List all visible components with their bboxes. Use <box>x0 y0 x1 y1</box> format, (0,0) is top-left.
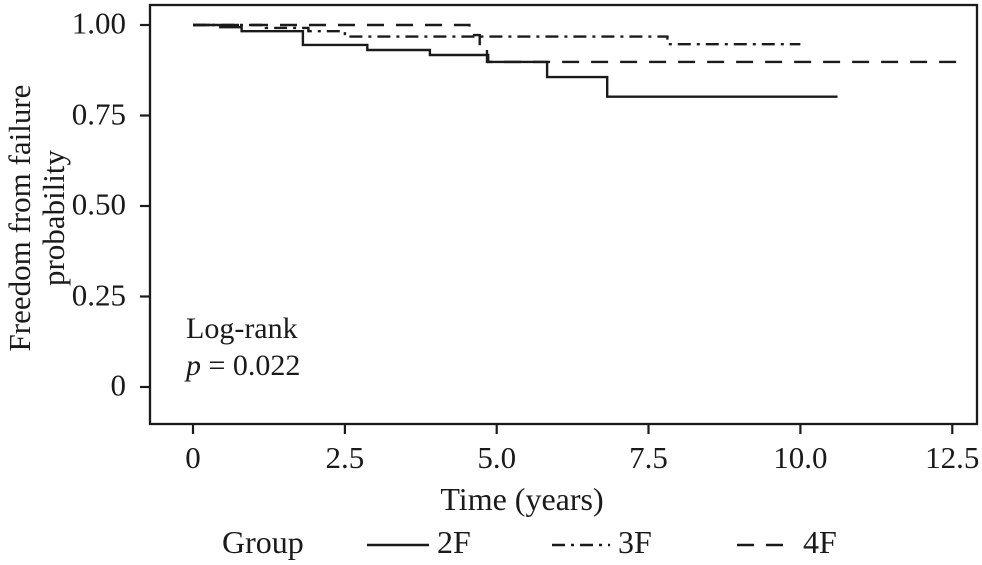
p-symbol: p <box>186 349 201 382</box>
x-tick-label: 10.0 <box>773 440 828 475</box>
x-tick-label: 0 <box>185 440 201 475</box>
legend-swatch-3f-line-icon <box>552 543 610 546</box>
legend-title: Group <box>222 524 304 560</box>
y-axis-title-line1: Freedom from failure <box>2 84 37 352</box>
x-tick-label: 7.5 <box>629 440 668 475</box>
legend-entry-4f: 4F <box>735 524 837 561</box>
legend-entry-2f: 2F <box>365 524 471 561</box>
p-value: = 0.022 <box>201 349 301 382</box>
y-tick-label: 0.75 <box>71 96 126 132</box>
x-tick-label: 5.0 <box>477 440 517 475</box>
x-axis-title: Time (years) <box>440 481 604 517</box>
log-rank-label: Log-rank <box>186 312 298 345</box>
legend-label-4f: 4F <box>803 524 837 560</box>
y-tick-label: 0 <box>110 367 127 403</box>
series-curve-3f <box>193 23 801 46</box>
log-rank-annotation: Log-rank p = 0.022 <box>186 310 300 384</box>
legend-swatch-2f-line-icon <box>367 543 429 546</box>
y-tick-label: 1.00 <box>71 5 126 41</box>
plot-border <box>148 3 979 426</box>
legend-label-2f: 2F <box>437 524 471 560</box>
x-tick-label: 2.5 <box>325 440 365 475</box>
series-curve-2f <box>193 23 838 98</box>
y-tick-label: 0.25 <box>71 277 126 313</box>
legend-entry-3f: 3F <box>550 524 652 561</box>
legend-swatch-4f-line-icon <box>737 543 795 546</box>
x-tick-label: 12.5 <box>925 440 980 475</box>
y-tick-label: 0.50 <box>71 186 126 222</box>
legend-label-3f: 3F <box>618 524 652 560</box>
series-curve-4f <box>193 23 959 64</box>
legend: Group 2F 3F 4F <box>0 524 982 564</box>
p-value-text: p = 0.022 <box>186 347 300 384</box>
